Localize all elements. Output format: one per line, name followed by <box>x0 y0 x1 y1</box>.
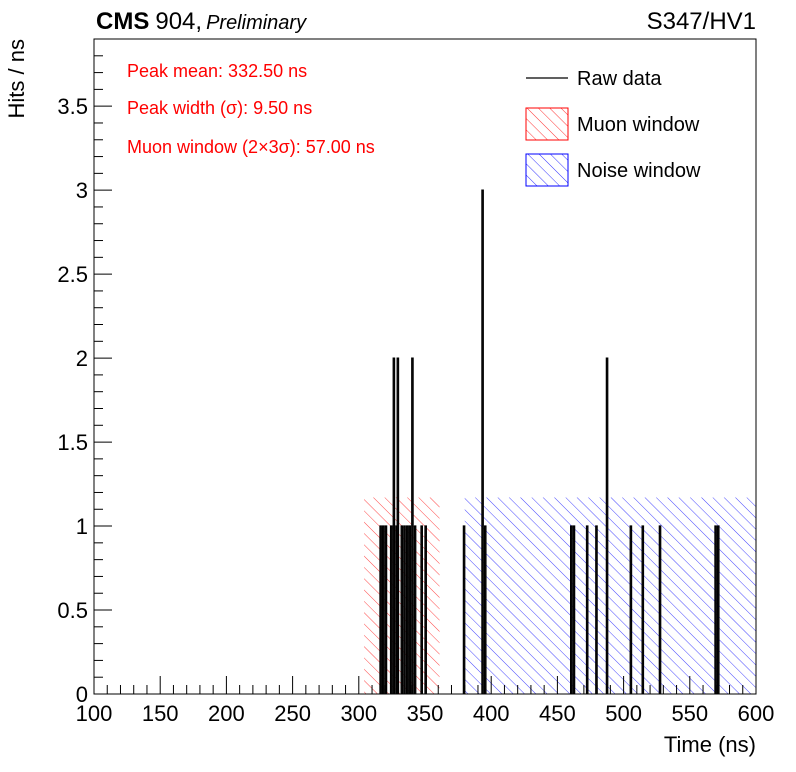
x-tick-label: 450 <box>539 701 576 726</box>
x-tick-label: 550 <box>671 701 708 726</box>
histogram-bin-21 <box>595 525 598 694</box>
x-tick-label: 100 <box>76 701 113 726</box>
histogram-bin-13 <box>420 525 424 694</box>
x-tick-label: 400 <box>473 701 510 726</box>
x-tick-label: 600 <box>738 701 775 726</box>
histogram-bin-17 <box>483 525 487 694</box>
histogram-bin-10 <box>408 525 412 694</box>
y-tick-label: 0 <box>76 682 88 707</box>
x-tick-label: 350 <box>407 701 444 726</box>
y-tick-label: 1 <box>76 514 88 539</box>
x-tick-label: 300 <box>340 701 377 726</box>
x-tick-label: 500 <box>605 701 642 726</box>
y-axis-ticks: 0 0.5 1 1.5 2 2.5 3 3.5 <box>57 55 112 707</box>
histogram-bin-2 <box>384 525 388 694</box>
y-tick-label: 2 <box>76 346 88 371</box>
x-tick-label: 250 <box>274 701 311 726</box>
histogram-bin-19 <box>572 525 576 694</box>
histogram-bars <box>379 189 720 694</box>
header-title: CMS 904, Preliminary <box>96 8 307 35</box>
x-axis-label: Time (ns) <box>664 732 756 757</box>
x-axis-ticks: 100 150 200 250 300 350 400 450 500 550 600 <box>76 676 775 726</box>
run-label: S347/HV1 <box>647 8 756 35</box>
histogram-bin-24 <box>641 525 645 694</box>
legend-label-raw-data: Raw data <box>577 68 662 90</box>
histogram-bin-27 <box>716 525 720 694</box>
x-tick-label: 200 <box>208 701 245 726</box>
histogram-bin-4 <box>392 357 396 694</box>
y-tick-label: 0.5 <box>57 598 88 623</box>
histogram-bin-15 <box>462 525 466 694</box>
annotation-peak-width: Peak width (σ): 9.50 ns <box>127 98 312 118</box>
histogram-bin-16 <box>481 189 484 694</box>
histogram-bin-11 <box>411 357 414 694</box>
y-axis-label: Hits / ns <box>4 39 29 118</box>
histogram-bin-0 <box>379 525 382 694</box>
histogram-bin-18 <box>569 525 573 694</box>
annotation-muon-window: Muon window (2×3σ): 57.00 ns <box>127 137 375 157</box>
histogram-bin-20 <box>585 525 589 694</box>
legend-label-muon-window: Muon window <box>577 114 700 136</box>
histogram-bin-6 <box>396 357 400 694</box>
legend-swatch-noise-window <box>525 153 569 187</box>
histogram-bin-7 <box>400 525 404 694</box>
histogram-bin-25 <box>658 525 662 694</box>
shaded-regions <box>364 497 756 694</box>
y-tick-label: 3 <box>76 178 88 203</box>
region-noise-window <box>464 497 756 694</box>
x-tick-label: 150 <box>142 701 179 726</box>
y-tick-label: 2.5 <box>57 262 88 287</box>
histogram-bin-22 <box>605 357 609 694</box>
annotation-peak-mean: Peak mean: 332.50 ns <box>127 61 307 81</box>
status-label: Preliminary <box>206 12 307 34</box>
histogram-bin-1 <box>381 525 385 694</box>
legend-swatch-muon-window <box>525 107 569 141</box>
histogram-bin-3 <box>389 525 393 694</box>
histogram-bin-9 <box>405 525 409 694</box>
legend: Raw data Muon window Noise window <box>525 68 701 187</box>
histogram-bin-14 <box>424 525 427 694</box>
histogram-bin-12 <box>413 525 417 694</box>
histogram-bin-8 <box>403 525 406 694</box>
legend-label-noise-window: Noise window <box>577 160 701 182</box>
facility-label: 904, <box>155 8 202 35</box>
experiment-label: CMS <box>96 8 149 35</box>
y-tick-label: 3.5 <box>57 94 88 119</box>
region-muon-window <box>364 497 440 694</box>
y-tick-label: 1.5 <box>57 430 88 455</box>
histogram-bin-26 <box>714 525 717 694</box>
histogram-bin-23 <box>629 525 633 694</box>
